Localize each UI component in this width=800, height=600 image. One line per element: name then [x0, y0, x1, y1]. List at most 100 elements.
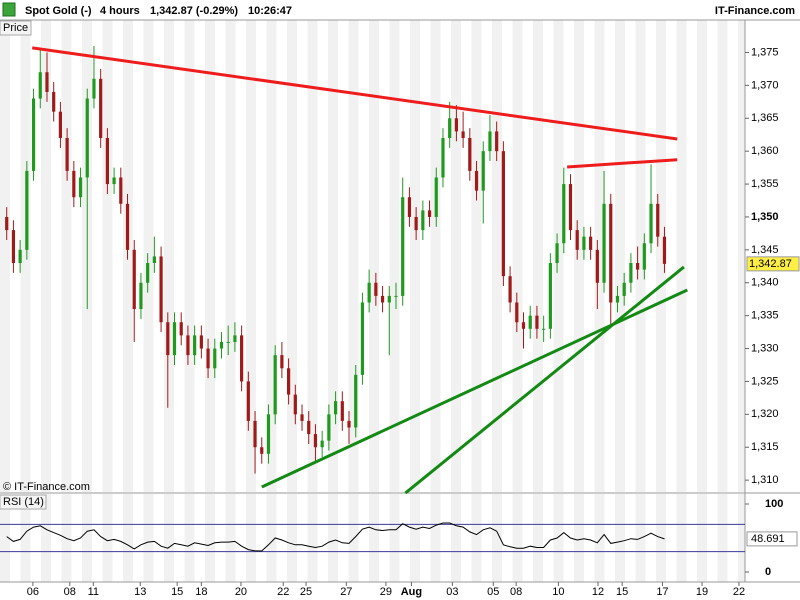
- price-panel-bg: [0, 20, 745, 492]
- x-tick-label: 18: [195, 586, 207, 598]
- candle-body: [287, 368, 291, 395]
- rsi-value-label: 48.691: [751, 533, 785, 545]
- y-tick-label: 1,360: [751, 145, 779, 157]
- candle-body: [112, 177, 116, 185]
- candle-body: [582, 236, 586, 250]
- candle-body: [615, 295, 620, 303]
- candle-body: [293, 394, 297, 415]
- trendline: [567, 158, 678, 169]
- trendline: [404, 265, 685, 495]
- candle-body: [662, 236, 667, 264]
- x-tick-label: 15: [171, 586, 183, 598]
- candle-body: [58, 111, 63, 139]
- candle-body: [186, 335, 190, 356]
- candle-body: [65, 138, 69, 171]
- rsi-value-box: [746, 531, 798, 547]
- candle-body: [387, 295, 391, 303]
- candle-body: [629, 263, 633, 283]
- x-tick-label: 12: [592, 586, 604, 598]
- y-tick-label: 1,310: [751, 474, 779, 486]
- y-tick-label: 1,325: [751, 375, 779, 387]
- candle-body: [105, 138, 109, 185]
- candle-body: [394, 295, 398, 297]
- candle-body: [38, 72, 42, 99]
- trendline: [32, 46, 678, 141]
- y-tick-label: 1,315: [751, 441, 779, 453]
- candle-body: [427, 210, 432, 217]
- y-tick-label: 1,350: [751, 211, 779, 223]
- rsi-panel-bg: [0, 494, 745, 582]
- candle-body: [199, 335, 203, 349]
- candle-body: [575, 230, 579, 250]
- rsi-line: [6, 522, 665, 552]
- candle-body: [454, 118, 458, 132]
- candle-body: [327, 414, 331, 441]
- candle-body: [172, 322, 177, 356]
- candle-body: [555, 243, 559, 264]
- y-tick-label: 1,335: [751, 310, 779, 322]
- candle-body: [11, 230, 16, 264]
- candle-body: [253, 420, 257, 448]
- candle-body: [92, 78, 96, 99]
- x-tick-label: 29: [380, 586, 392, 598]
- candle-body: [656, 203, 660, 237]
- rsi-label-box: [0, 494, 47, 510]
- x-tick-label: 10: [552, 586, 564, 598]
- candle-body: [206, 348, 210, 369]
- candle-body: [568, 184, 573, 231]
- x-tick-label: 03: [446, 586, 458, 598]
- candle-body: [548, 263, 552, 329]
- candle-body: [642, 243, 646, 270]
- candle-body: [45, 72, 49, 92]
- candle-body: [354, 374, 358, 428]
- x-tick-label: 15: [616, 586, 628, 598]
- x-tick-label: 08: [510, 586, 522, 598]
- panel-label-box: [0, 20, 32, 36]
- candle-body: [401, 197, 405, 296]
- header-time: 10:26:47: [248, 5, 292, 17]
- candle-body: [179, 322, 183, 336]
- symbol: Spot Gold (-): [25, 5, 92, 17]
- candle-body: [18, 249, 22, 264]
- candle-body: [219, 341, 224, 349]
- candle-body: [52, 91, 56, 112]
- x-tick-label: Aug: [401, 586, 422, 598]
- interval: 4 hours: [100, 5, 140, 17]
- candle-body: [99, 78, 103, 139]
- candle-body: [562, 184, 566, 244]
- candle-body: [159, 256, 163, 323]
- header-bar: [0, 0, 800, 20]
- y-tick-label: 1,340: [751, 277, 779, 289]
- candle-body: [495, 131, 499, 152]
- candle-body: [367, 282, 371, 303]
- candle-body: [374, 282, 378, 296]
- y-tick-label: 1,370: [751, 79, 779, 91]
- candle-body: [280, 355, 284, 369]
- candle-body: [132, 249, 136, 310]
- candle-body: [508, 276, 512, 303]
- header-price: 1,342.87 (-0.29%): [150, 5, 238, 17]
- candle-body: [119, 177, 123, 204]
- x-tick-label: 13: [134, 586, 146, 598]
- rsi-title: RSI (14): [3, 496, 44, 508]
- candle-body: [31, 98, 36, 171]
- candle-body: [78, 177, 83, 198]
- logo-icon: [2, 2, 16, 17]
- y-tick-label: 1,320: [751, 408, 779, 420]
- candle-body: [72, 170, 76, 198]
- candle-body: [407, 197, 412, 217]
- candle-body: [260, 447, 264, 454]
- candle-body: [240, 335, 244, 382]
- candle-body: [213, 348, 217, 369]
- candle-body: [515, 302, 519, 323]
- candle-body: [474, 170, 479, 191]
- candle-body: [246, 381, 250, 421]
- candle-body: [622, 282, 626, 296]
- candle-body: [273, 355, 277, 415]
- candle-body: [595, 249, 599, 283]
- candle-body: [528, 315, 532, 329]
- candle-body: [333, 401, 338, 415]
- x-tick-label: 05: [487, 586, 499, 598]
- brand: IT-Finance.com: [715, 5, 795, 17]
- candle-body: [340, 401, 344, 421]
